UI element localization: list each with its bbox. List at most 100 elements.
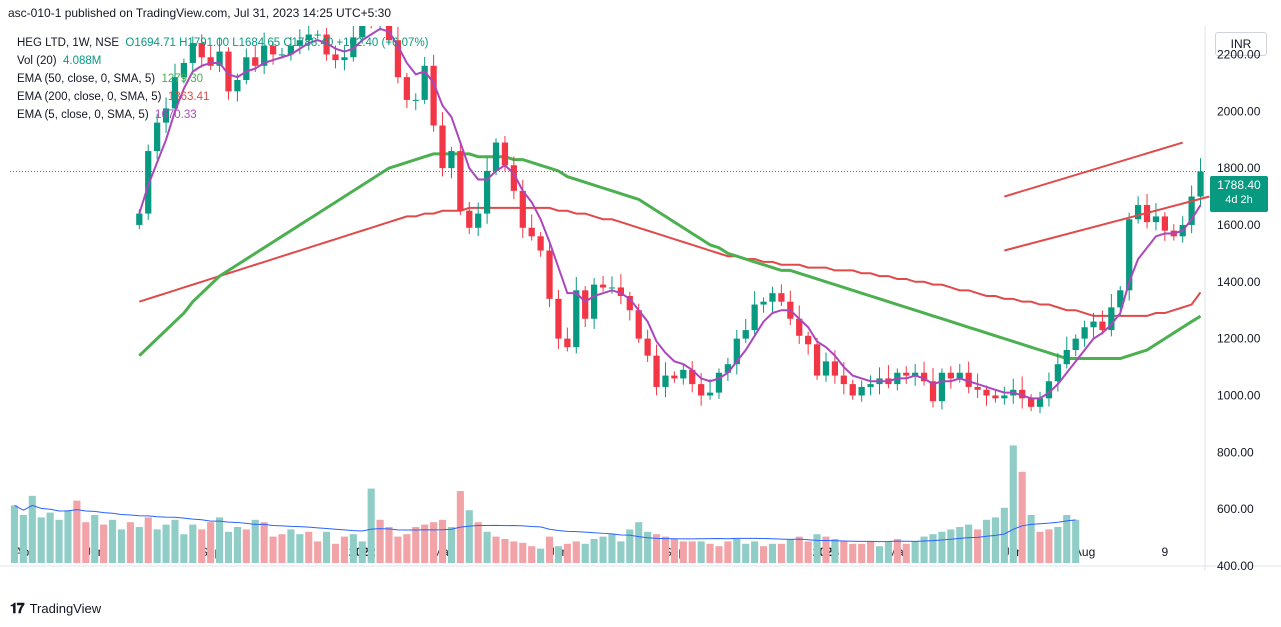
legend-ema5-label[interactable]: EMA (5, close, 0, SMA, 5) [17, 109, 149, 121]
volume-bar [1036, 531, 1044, 563]
candle-body [929, 381, 937, 402]
candle-body [1063, 350, 1070, 365]
candle-body [180, 62, 188, 78]
candle-body [992, 395, 999, 399]
volume-bar [884, 541, 892, 563]
candle-body [751, 304, 758, 331]
candle-body [1036, 398, 1044, 407]
candle-body [466, 210, 473, 228]
candle-body [207, 57, 214, 66]
candle-body [769, 293, 776, 302]
volume-bar [447, 527, 456, 563]
trendline-lower [1004, 195, 1210, 252]
volume-bar [385, 527, 393, 563]
volume-bar [162, 524, 170, 563]
candle-body [626, 296, 633, 311]
volume-bar [867, 541, 875, 563]
chart-area[interactable]: 2200.00 2000.00 1800.00 1600.00 1400.00 1200.… [0, 3, 1281, 573]
candle-body [198, 43, 205, 58]
y-tick-label: 1400.00 [1217, 275, 1261, 289]
legend-ema200-label[interactable]: EMA (200, close, 0, SMA, 5) [17, 91, 162, 103]
volume-bar [340, 536, 348, 563]
volume-bar [233, 527, 241, 563]
candle-body [430, 65, 437, 126]
candle-body [252, 57, 259, 66]
candle-body [1072, 338, 1079, 350]
volume-bar [688, 541, 696, 563]
candle-body [1090, 321, 1097, 328]
x-tick-label: Aug [1074, 545, 1095, 559]
price-chart-svg[interactable]: 2200.00 2000.00 1800.00 1600.00 1400.00 1200.… [0, 3, 1281, 573]
volume-bar [920, 536, 928, 563]
volume-bar [947, 529, 955, 563]
candle-body [733, 338, 740, 365]
volume-bar [652, 534, 661, 563]
y-tick-label: 1200.00 [1217, 332, 1261, 346]
candle-body [546, 250, 553, 299]
volume-bar [278, 534, 286, 563]
volume-bar [1027, 515, 1035, 563]
currency-button[interactable]: INR [1215, 32, 1267, 56]
volume-bar [19, 515, 27, 563]
volume-bar [982, 519, 991, 563]
legend-symbol[interactable]: HEG LTD, 1W, NSE [17, 37, 120, 49]
candle-body [644, 338, 651, 356]
candle-body [983, 389, 990, 396]
candle-body [680, 369, 687, 379]
volume-bar [670, 539, 678, 563]
volume-bar [82, 522, 90, 563]
legend-ema50-value: 1279.30 [161, 73, 204, 85]
volume-bar [296, 534, 304, 563]
volume-bar [367, 488, 375, 563]
volume-bar [465, 510, 473, 563]
chart-legend: HEG LTD, 1W, NSE O1694.71 H1791.00 L1684… [17, 34, 429, 124]
volume-ma-line [14, 504, 1076, 543]
volume-bar [938, 531, 946, 563]
volume-bar [545, 536, 554, 563]
volume-bar [73, 500, 81, 563]
candle-body [234, 80, 241, 92]
volume-bar [902, 543, 910, 563]
candle-body [599, 284, 607, 288]
volume-bar [572, 541, 580, 563]
volume-bar [207, 522, 215, 563]
volume-bar [180, 534, 188, 563]
volume-bar [742, 543, 750, 563]
tradingview-logo[interactable]: 𝟏𝟕 TradingView [10, 600, 101, 617]
legend-ema50-label[interactable]: EMA (50, close, 0, SMA, 5) [17, 73, 156, 85]
volume-bar [28, 495, 36, 563]
volume-bar [421, 524, 429, 563]
volume-bar [635, 522, 643, 563]
volume-bar [706, 543, 714, 563]
volume-bar [100, 524, 108, 563]
candle-body [849, 384, 856, 396]
candle-body [831, 361, 839, 376]
legend-ema5-value: 1670.33 [155, 109, 197, 121]
volume-bar [305, 531, 313, 563]
candle-body [269, 45, 277, 55]
volume-bar [216, 517, 224, 563]
candle-body [573, 290, 580, 348]
volume-bar [323, 531, 331, 563]
volume-bar [144, 517, 152, 563]
volume-bar [474, 522, 482, 563]
candle-body [483, 170, 491, 214]
volume-bar [813, 534, 821, 563]
volume-bar [617, 541, 625, 563]
volume-bar [697, 541, 705, 563]
volume-bar [251, 519, 259, 563]
y-tick-label: 2200.00 [1217, 47, 1261, 61]
volume-bar [679, 541, 687, 563]
volume-bar [135, 527, 143, 563]
volume-bar [929, 534, 937, 563]
candle-body [1126, 219, 1133, 291]
volume-bar [893, 539, 901, 563]
legend-vol-value: 4.088M [63, 55, 102, 67]
volume-bar [875, 546, 884, 563]
legend-vol-label[interactable]: Vol (20) [17, 55, 57, 67]
candle-body [528, 227, 535, 237]
volume-bar [715, 546, 723, 563]
volume-bar [768, 543, 777, 563]
candle-body [296, 40, 303, 46]
volume-bar [1072, 519, 1080, 563]
